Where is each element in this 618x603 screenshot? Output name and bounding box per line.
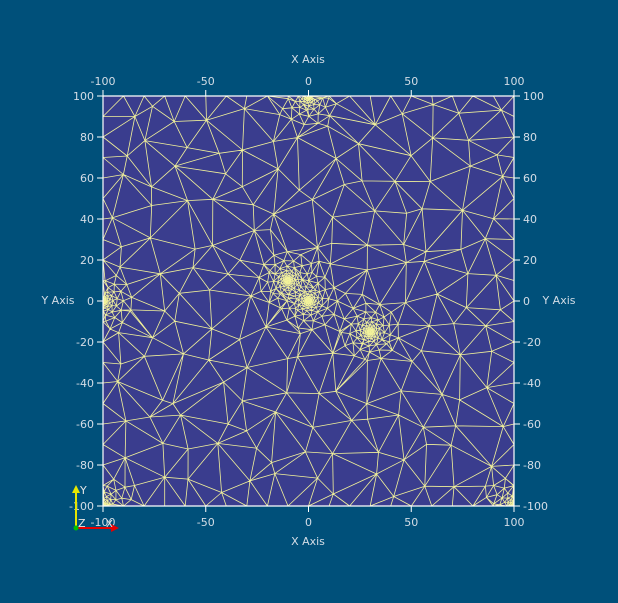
x-tick-label-bottom: 50 [404,516,418,529]
triad-z-label: Z [78,517,86,530]
x-tick-label-top: 0 [305,75,312,88]
x-tick-label-top: 50 [404,75,418,88]
y-tick-label-left: 40 [80,213,94,226]
x-tick-label-top: 100 [504,75,525,88]
y-tick-label-left: -40 [76,377,94,390]
x-tick-label-bottom: 100 [504,516,525,529]
triad-y-arrow-icon [72,485,80,493]
y-axis-title-left: Y Axis [40,294,74,307]
y-tick-label-right: 40 [523,213,537,226]
y-tick-label-right: -60 [523,418,541,431]
y-tick-label-right: 20 [523,254,537,267]
triad-y-label: Y [79,484,87,497]
x-tick-label-bottom: -50 [197,516,215,529]
y-tick-label-right: -40 [523,377,541,390]
y-tick-label-left: -100 [69,500,94,513]
y-tick-label-right: -100 [523,500,548,513]
y-axis-title-right: Y Axis [541,294,575,307]
y-tick-label-left: 0 [87,295,94,308]
y-tick-label-left: -80 [76,459,94,472]
y-tick-label-left: -60 [76,418,94,431]
y-tick-label-left: 100 [73,90,94,103]
y-tick-label-left: 80 [80,131,94,144]
y-tick-label-right: 100 [523,90,544,103]
y-tick-label-right: 0 [523,295,530,308]
triad-x-label: X [106,519,113,530]
x-tick-label-bottom: 0 [305,516,312,529]
triad-z-origin-icon [73,525,79,531]
triad-x-arrow-icon [111,524,119,532]
y-tick-label-right: -20 [523,336,541,349]
x-tick-label-bottom: -100 [91,516,116,529]
x-axis-title-top: X Axis [291,53,325,66]
y-tick-label-right: -80 [523,459,541,472]
y-tick-label-right: 60 [523,172,537,185]
y-tick-label-left: 60 [80,172,94,185]
y-tick-label-left: 20 [80,254,94,267]
x-tick-label-top: -50 [197,75,215,88]
x-axis-title-bottom: X Axis [291,535,325,548]
y-tick-label-right: 80 [523,131,537,144]
orientation-triad[interactable]: Y Z X [72,484,119,532]
x-tick-label-top: -100 [91,75,116,88]
y-tick-label-left: -20 [76,336,94,349]
axis-ticks: -100 -100 -50 -50 0 0 50 50 100 100 100 100 80 80 60 60… [69,75,548,529]
